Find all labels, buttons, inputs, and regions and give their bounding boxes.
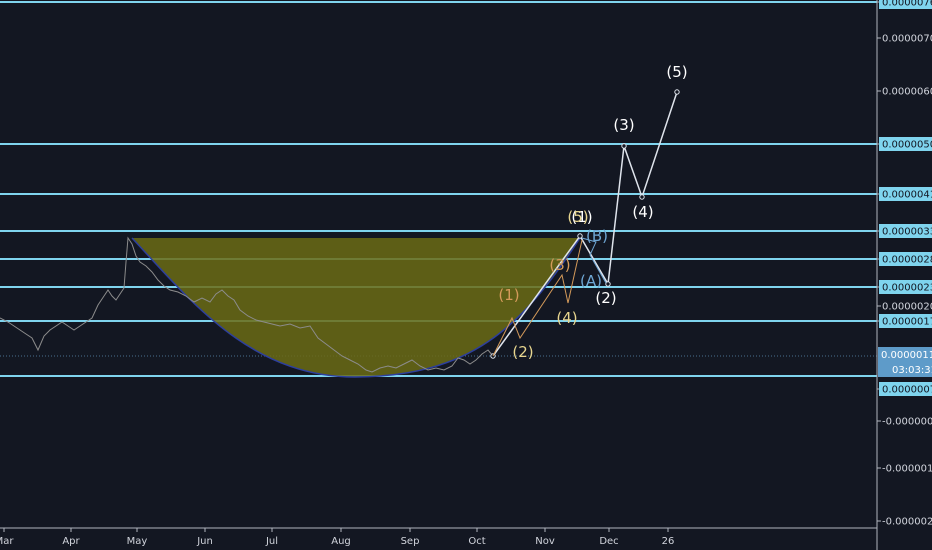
wave-point-3 <box>621 143 627 149</box>
wave-label-blue-0: (A) <box>580 272 602 290</box>
y-tick-box-3 <box>879 137 932 151</box>
wave-projections: (2)(1)(2)(3)(4)(5)(1)(3)(4)(5)(A)(B) <box>490 63 688 361</box>
x-tick-label-5: Aug <box>331 536 351 547</box>
wave-label-blue-1: (B) <box>586 227 608 245</box>
projection-wave-white <box>492 91 678 357</box>
x-tick-label-3: Jun <box>196 536 213 547</box>
y-tick-label-12: -0.00000000 <box>882 417 932 428</box>
wave-point-1 <box>577 233 583 239</box>
wave-label-orange-2: (4) <box>556 309 577 327</box>
projection-wave-blue <box>581 237 607 284</box>
price-series <box>0 236 494 373</box>
y-tick-label-8: 0.00000200 <box>882 302 932 313</box>
wave-point-4 <box>639 194 645 200</box>
x-tick-label-0: Mar <box>0 536 14 547</box>
y-tick-label-5: 0.00000337 <box>882 227 932 238</box>
y-tick-box-5 <box>879 224 932 238</box>
y-tick-box-0 <box>879 0 932 9</box>
y-tick-box-6 <box>879 252 932 266</box>
wave-point-2 <box>605 281 611 287</box>
y-tick-label-4: 0.00000410 <box>882 190 932 201</box>
x-tick-label-6: Sep <box>401 536 420 547</box>
wave-label-white-1: (1) <box>571 208 592 226</box>
x-tick-label-9: Dec <box>599 536 618 547</box>
projection-wave-orange <box>492 239 583 357</box>
wave-label-orange-1: (3) <box>549 256 570 274</box>
wave-label-white-0: (2) <box>512 343 533 361</box>
wave-label-white-2: (2) <box>595 289 616 307</box>
y-tick-label-2: 0.00000600 <box>882 87 932 98</box>
x-tick-label-7: Oct <box>468 536 485 547</box>
wave-label-white-3: (3) <box>613 116 634 134</box>
y-tick-box-7 <box>879 280 932 294</box>
x-tick-label-1: Apr <box>62 536 80 547</box>
y-tick-label-3: 0.00000502 <box>882 140 932 151</box>
wave-label-white-4: (4) <box>632 203 653 221</box>
y-tick-label-13: -0.00000100 <box>882 464 932 475</box>
y-tick-label-9: 0.00000173 <box>882 317 932 328</box>
y-tick-box-4 <box>879 187 932 201</box>
y-tick-label-1: 0.00000700 <box>882 34 932 45</box>
x-tick-label-8: Nov <box>535 536 555 547</box>
x-tick-label-10: 26 <box>662 536 675 547</box>
cup-fill <box>132 238 580 377</box>
y-tick-label-11: 0.00000070 <box>882 385 932 396</box>
wave-label-orange-0: (1) <box>498 286 519 304</box>
wave-label-orange-3: (5) <box>567 208 588 226</box>
y-tick-label-0: 0.00000763 <box>882 0 932 9</box>
bar-countdown: 03:03:31 <box>892 365 932 376</box>
y-tick-label-7: 0.00000235 <box>882 283 932 294</box>
wave-point-5 <box>674 89 680 95</box>
y-tick-label-14: -0.00000200 <box>882 517 932 528</box>
x-tick-label-4: Jul <box>265 536 278 547</box>
price-line <box>0 236 494 373</box>
wave-label-white-5: (5) <box>666 63 687 81</box>
x-tick-label-2: May <box>127 536 148 547</box>
current-price-badge <box>878 347 932 377</box>
y-tick-box-11 <box>879 382 932 396</box>
y-tick-box-9 <box>879 314 932 328</box>
current-price-label: 0.00000111 <box>881 350 932 361</box>
y-tick-label-6: 0.00000286 <box>882 255 932 266</box>
